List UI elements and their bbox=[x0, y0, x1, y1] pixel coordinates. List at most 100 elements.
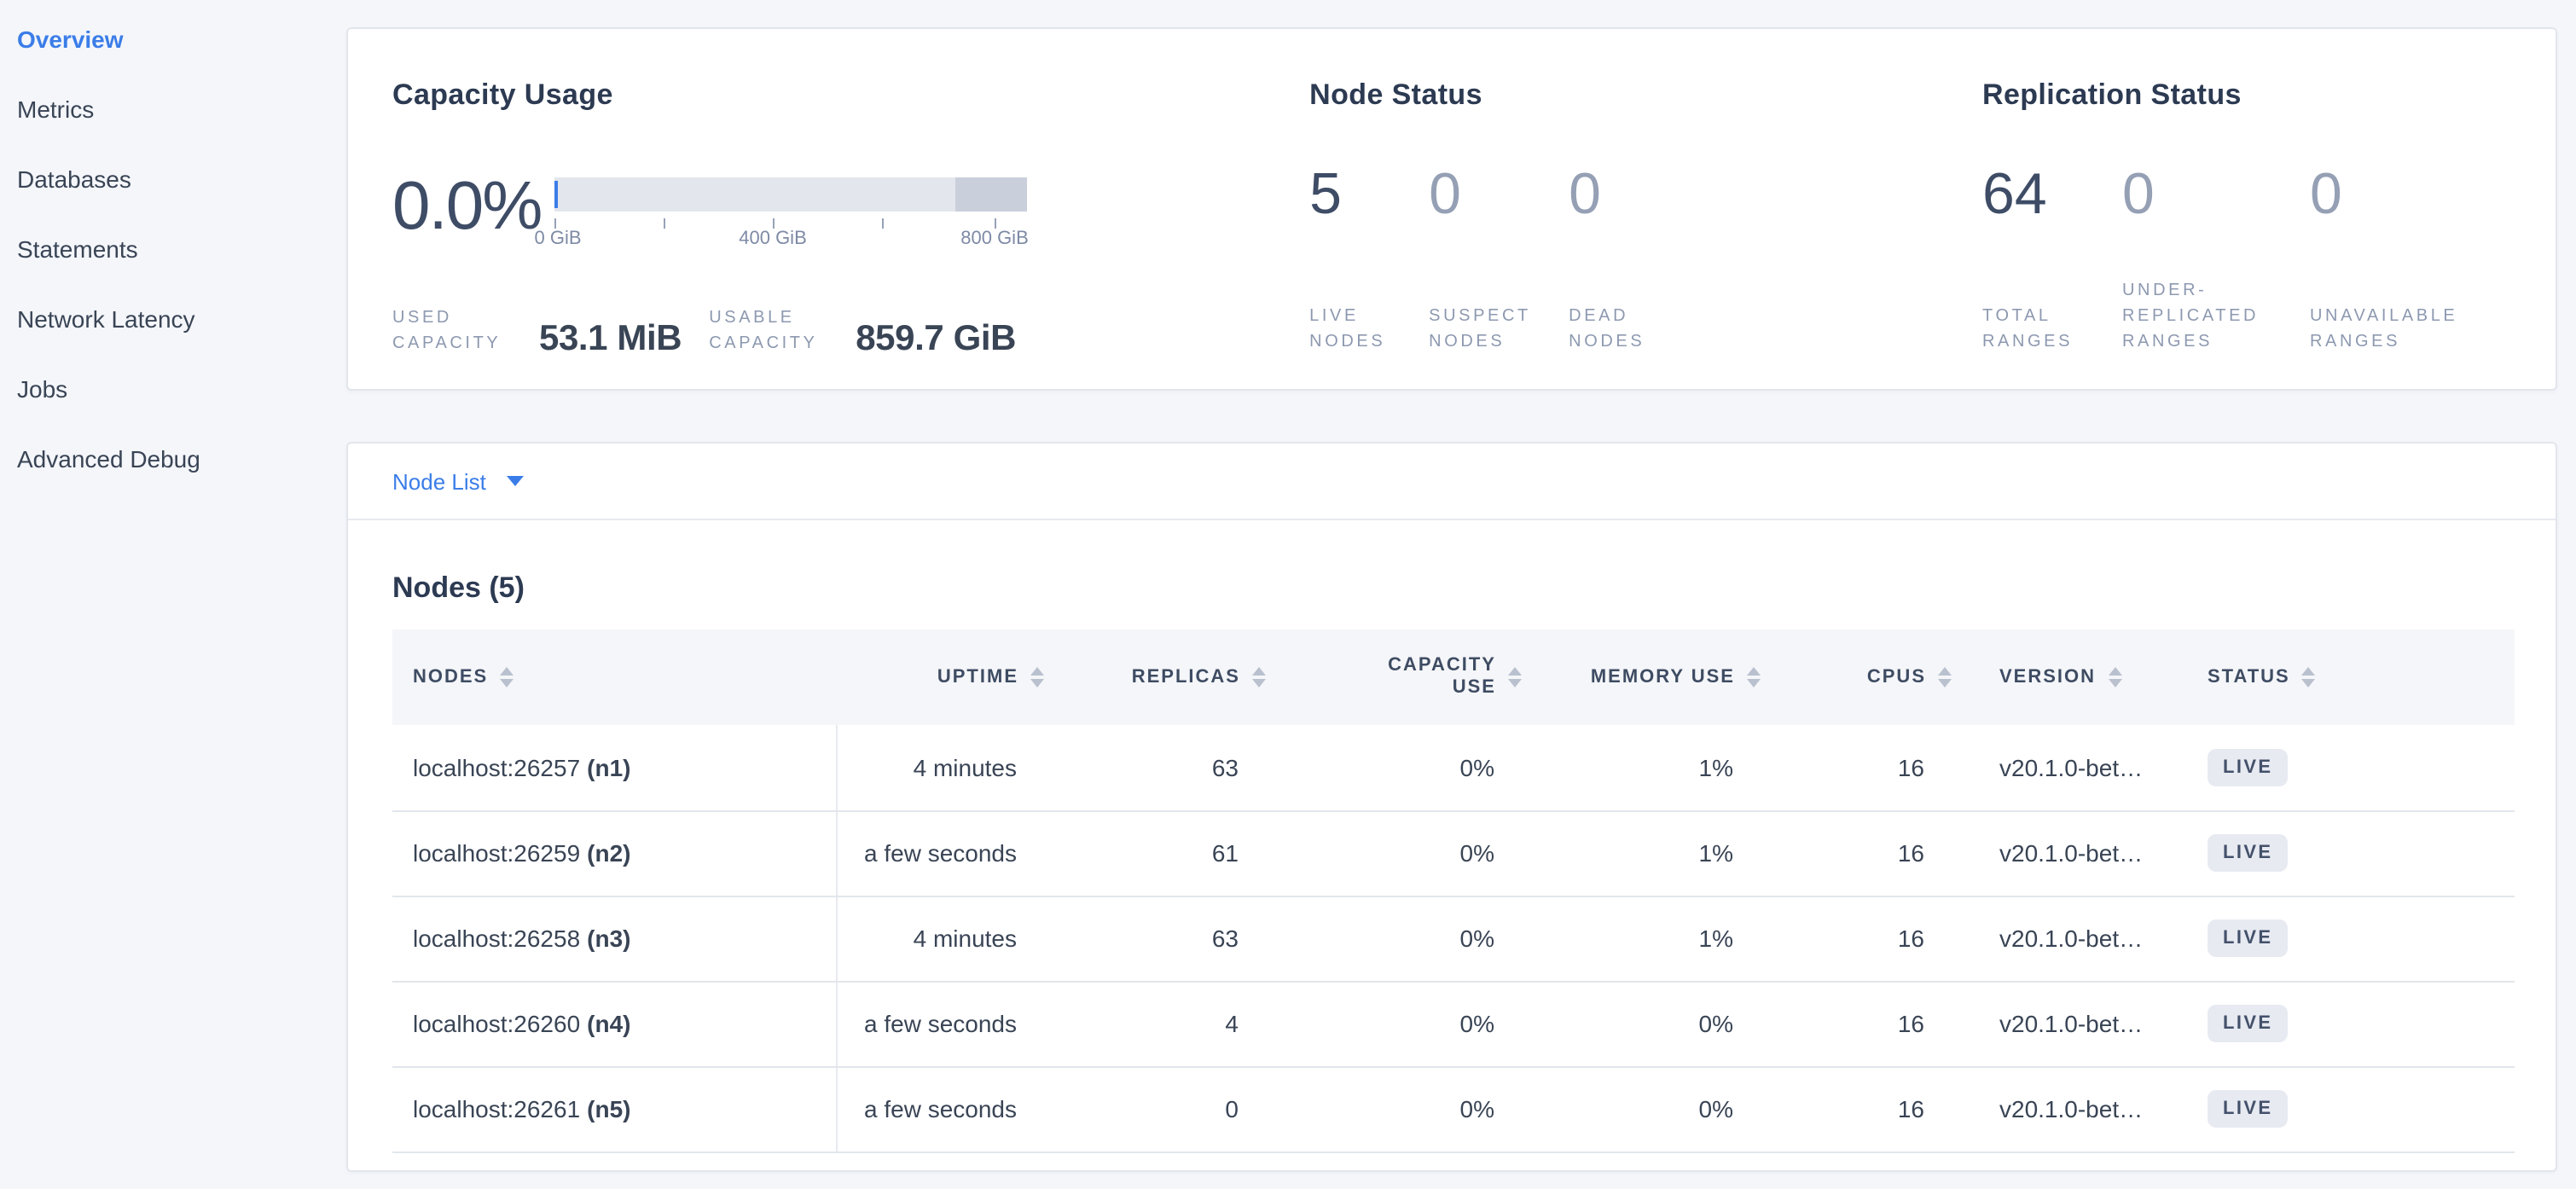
node-address[interactable]: localhost:26261 bbox=[413, 1095, 581, 1122]
replication-status-title: Replication Status bbox=[1982, 78, 2242, 111]
sort-icon[interactable] bbox=[1508, 667, 1522, 687]
column-header-memory-use[interactable]: MEMORY USE bbox=[1535, 629, 1774, 725]
node-address[interactable]: localhost:26257 bbox=[413, 753, 581, 781]
version-cell: v20.1.0-bet… bbox=[1965, 981, 2190, 1067]
column-header-capacity-use[interactable]: CAPACITY USE bbox=[1279, 629, 1535, 725]
status-badge: LIVE bbox=[2208, 1005, 2289, 1042]
replicas-cell: 4 bbox=[1058, 981, 1279, 1067]
uptime-cell: a few seconds bbox=[836, 981, 1058, 1067]
version-cell: v20.1.0-bet… bbox=[1965, 810, 2190, 896]
capacity-usage-title: Capacity Usage bbox=[392, 78, 613, 111]
table-header-row: NODES UPTIME bbox=[392, 629, 2515, 725]
column-header-replicas[interactable]: REPLICAS bbox=[1058, 629, 1279, 725]
node-id: (n4) bbox=[587, 1010, 631, 1037]
version-cell: v20.1.0-bet… bbox=[1965, 725, 2190, 811]
capacity-use-cell: 0% bbox=[1279, 725, 1535, 811]
capacity-details: USED CAPACITY 53.1 MiB USABLE CAPACITY 8… bbox=[392, 305, 1309, 357]
sort-icon[interactable] bbox=[1938, 667, 1952, 687]
node-address[interactable]: localhost:26260 bbox=[413, 1010, 581, 1037]
cpus-cell: 16 bbox=[1774, 810, 1965, 896]
column-header-status[interactable]: STATUS bbox=[2190, 629, 2515, 725]
tick-label-400gib: 400 GiB bbox=[739, 229, 807, 249]
sidebar-item-overview[interactable]: Overview bbox=[17, 26, 124, 53]
sidebar-item-metrics[interactable]: Metrics bbox=[17, 96, 95, 123]
column-header-nodes[interactable]: NODES bbox=[392, 629, 836, 725]
dead-nodes-value: 0 bbox=[1569, 162, 1601, 227]
capacity-gauge-nonusable-segment bbox=[954, 177, 1027, 212]
node-status-stats: 5 LIVE NODES 0 SUSPECT NODES 0 DEAD NODE… bbox=[1309, 162, 1982, 355]
column-header-version[interactable]: VERSION bbox=[1965, 629, 2190, 725]
used-capacity-item: USED CAPACITY 53.1 MiB bbox=[392, 305, 682, 357]
sort-icon[interactable] bbox=[1030, 667, 1044, 687]
table-row-node-4[interactable]: localhost:26260 (n4) a few seconds 4 0% 0… bbox=[392, 981, 2515, 1067]
tick-mark bbox=[995, 218, 996, 229]
tick-mark bbox=[773, 218, 775, 229]
replication-status-section: Replication Status 64 TOTAL RANGES 0 UND… bbox=[1982, 77, 2511, 389]
sort-icon[interactable] bbox=[1252, 667, 1266, 687]
status-badge: LIVE bbox=[2208, 748, 2289, 786]
tick-label-0gib: 0 GiB bbox=[534, 229, 582, 249]
unavailable-ranges-value: 0 bbox=[2310, 162, 2342, 227]
sort-icon[interactable] bbox=[500, 667, 514, 687]
node-id: (n5) bbox=[587, 1095, 631, 1122]
memory-use-cell: 0% bbox=[1535, 981, 1774, 1067]
capacity-use-cell: 0% bbox=[1279, 1066, 1535, 1152]
suspect-nodes-value: 0 bbox=[1429, 162, 1461, 227]
sidebar-item-network-latency[interactable]: Network Latency bbox=[17, 305, 195, 333]
sidebar-item-advanced-debug[interactable]: Advanced Debug bbox=[17, 445, 200, 473]
node-list-dropdown-label[interactable]: Node List bbox=[392, 468, 486, 494]
replicas-cell: 0 bbox=[1058, 1066, 1279, 1152]
version-cell: v20.1.0-bet… bbox=[1965, 1066, 2190, 1152]
used-capacity-label: USED CAPACITY bbox=[392, 309, 502, 353]
sidebar-item-jobs[interactable]: Jobs bbox=[17, 375, 68, 403]
node-address[interactable]: localhost:26258 bbox=[413, 925, 581, 952]
uptime-cell: a few seconds bbox=[836, 810, 1058, 896]
capacity-percent-value: 0.0% bbox=[392, 169, 542, 244]
usable-capacity-item: USABLE CAPACITY 859.7 GiB bbox=[709, 305, 1016, 357]
status-badge: LIVE bbox=[2208, 919, 2289, 957]
capacity-gauge: 0 GiB 400 GiB 800 GiB bbox=[534, 177, 1029, 251]
sort-icon[interactable] bbox=[2108, 667, 2122, 687]
table-row-node-1[interactable]: localhost:26257 (n1) 4 minutes 63 0% 1% 1… bbox=[392, 725, 2515, 811]
main-content: Capacity Usage 0.0% bbox=[346, 0, 2557, 1171]
replicas-cell: 63 bbox=[1058, 725, 1279, 811]
sort-icon[interactable] bbox=[1747, 667, 1761, 687]
memory-use-cell: 1% bbox=[1535, 725, 1774, 811]
sort-icon[interactable] bbox=[2301, 667, 2316, 687]
suspect-nodes-stat: 0 SUSPECT NODES bbox=[1429, 162, 1538, 355]
tick-mark bbox=[554, 218, 556, 229]
capacity-gauge-bar bbox=[554, 177, 1027, 212]
node-list-dropdown[interactable]: Node List bbox=[348, 444, 2556, 520]
total-ranges-value: 64 bbox=[1982, 162, 2047, 227]
chevron-down-icon bbox=[506, 476, 524, 486]
cpus-cell: 16 bbox=[1774, 981, 1965, 1067]
sidebar: Overview Metrics Databases Statements Ne… bbox=[0, 0, 346, 515]
under-replicated-ranges-stat: 0 UNDER-REPLICATED RANGES bbox=[2122, 165, 2279, 355]
sidebar-item-statements[interactable]: Statements bbox=[17, 235, 138, 263]
column-header-cpus[interactable]: CPUS bbox=[1774, 629, 1965, 725]
nodes-table-title: Nodes (5) bbox=[392, 571, 525, 604]
capacity-use-cell: 0% bbox=[1279, 896, 1535, 982]
total-ranges-label: TOTAL RANGES bbox=[1982, 307, 2074, 351]
replicas-cell: 63 bbox=[1058, 896, 1279, 982]
replication-status-stats: 64 TOTAL RANGES 0 UNDER-REPLICATED RANGE… bbox=[1982, 162, 2511, 355]
status-badge: LIVE bbox=[2208, 1090, 2289, 1128]
cpus-cell: 16 bbox=[1774, 725, 1965, 811]
usable-capacity-label: USABLE CAPACITY bbox=[709, 309, 818, 353]
capacity-gauge-ticks bbox=[554, 212, 1027, 229]
sidebar-item-databases[interactable]: Databases bbox=[17, 165, 131, 193]
table-row-node-5[interactable]: localhost:26261 (n5) a few seconds 0 0% 0… bbox=[392, 1066, 2515, 1152]
dead-nodes-label: DEAD NODES bbox=[1569, 307, 1645, 351]
table-row-node-2[interactable]: localhost:26259 (n2) a few seconds 61 0% … bbox=[392, 810, 2515, 896]
column-header-uptime[interactable]: UPTIME bbox=[836, 629, 1058, 725]
capacity-gauge-tick-labels: 0 GiB 400 GiB 800 GiB bbox=[534, 229, 1028, 251]
capacity-usage-section: Capacity Usage 0.0% bbox=[392, 77, 1309, 389]
tick-mark bbox=[882, 218, 884, 229]
capacity-use-cell: 0% bbox=[1279, 810, 1535, 896]
tick-mark bbox=[664, 218, 665, 229]
total-ranges-stat: 64 TOTAL RANGES bbox=[1982, 162, 2092, 355]
node-address[interactable]: localhost:26259 bbox=[413, 839, 581, 867]
table-row-node-3[interactable]: localhost:26258 (n3) 4 minutes 63 0% 1% 1… bbox=[392, 896, 2515, 982]
capacity-gauge-row: 0.0% bbox=[392, 172, 1309, 251]
